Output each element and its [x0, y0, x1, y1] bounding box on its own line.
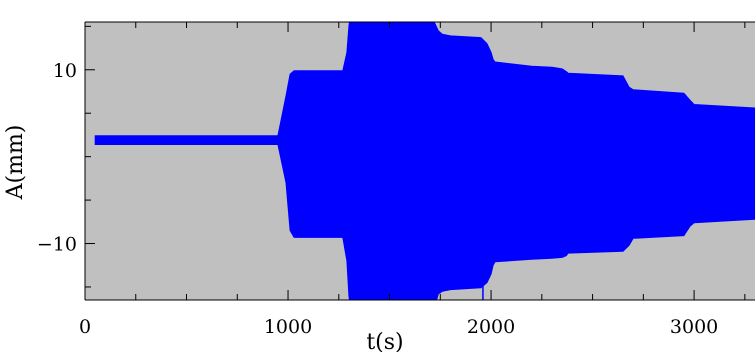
y-tick-label: 10: [53, 60, 77, 82]
signal-envelope: [94, 22, 755, 300]
y-axis-label: A(mm): [3, 125, 28, 201]
x-axis-label: t(s): [366, 330, 403, 352]
x-tick-label: 3000: [670, 316, 718, 338]
y-tick-label: −10: [37, 234, 77, 256]
x-tick-label: 0: [79, 316, 91, 338]
signal-layer: [94, 22, 755, 300]
x-tick-label: 1000: [264, 316, 312, 338]
tick-labels: 0 1000 2000 3000 10 −10: [37, 60, 718, 338]
axis-ticks: [84, 22, 746, 300]
x-tick-label: 2000: [467, 316, 515, 338]
